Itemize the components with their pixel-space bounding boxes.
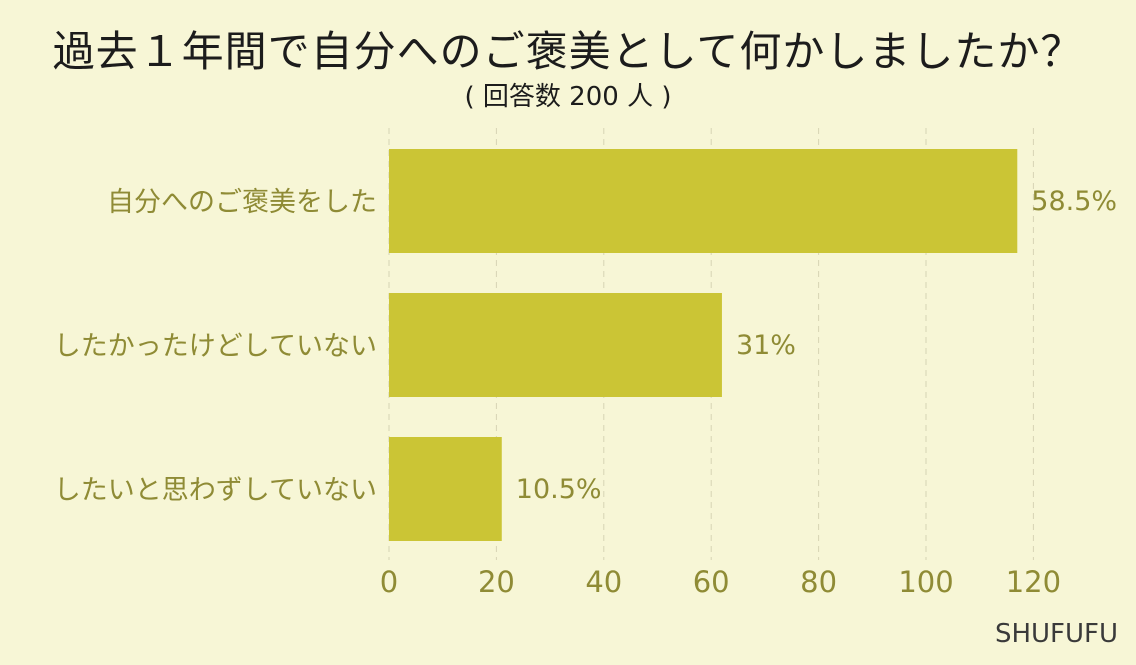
x-tick-label: 100 [898,565,953,599]
category-label: したいと思わずしていない [54,475,377,506]
category-label: 自分へのご褒美をした [107,187,377,218]
x-tick-label: 40 [585,565,622,599]
data-label: 31% [736,330,796,361]
watermark-logo: SHUFUFU [994,619,1118,649]
category-label: したかったけどしていない [54,331,377,362]
bar [389,149,1018,253]
bar [389,437,502,541]
data-label: 58.5% [1031,186,1117,217]
data-label: 10.5% [516,474,602,505]
x-tick-label: 20 [478,565,515,599]
chart-subtitle: ( 回答数 200 人 ) [464,82,672,112]
chart-title: 過去１年間で自分へのご褒美として何かしましたか？ [52,27,1084,76]
x-tick-label: 0 [380,565,398,599]
x-tick-label: 60 [693,565,730,599]
x-tick-label: 80 [800,565,837,599]
bar [389,293,722,397]
x-tick-label: 120 [1006,565,1061,599]
